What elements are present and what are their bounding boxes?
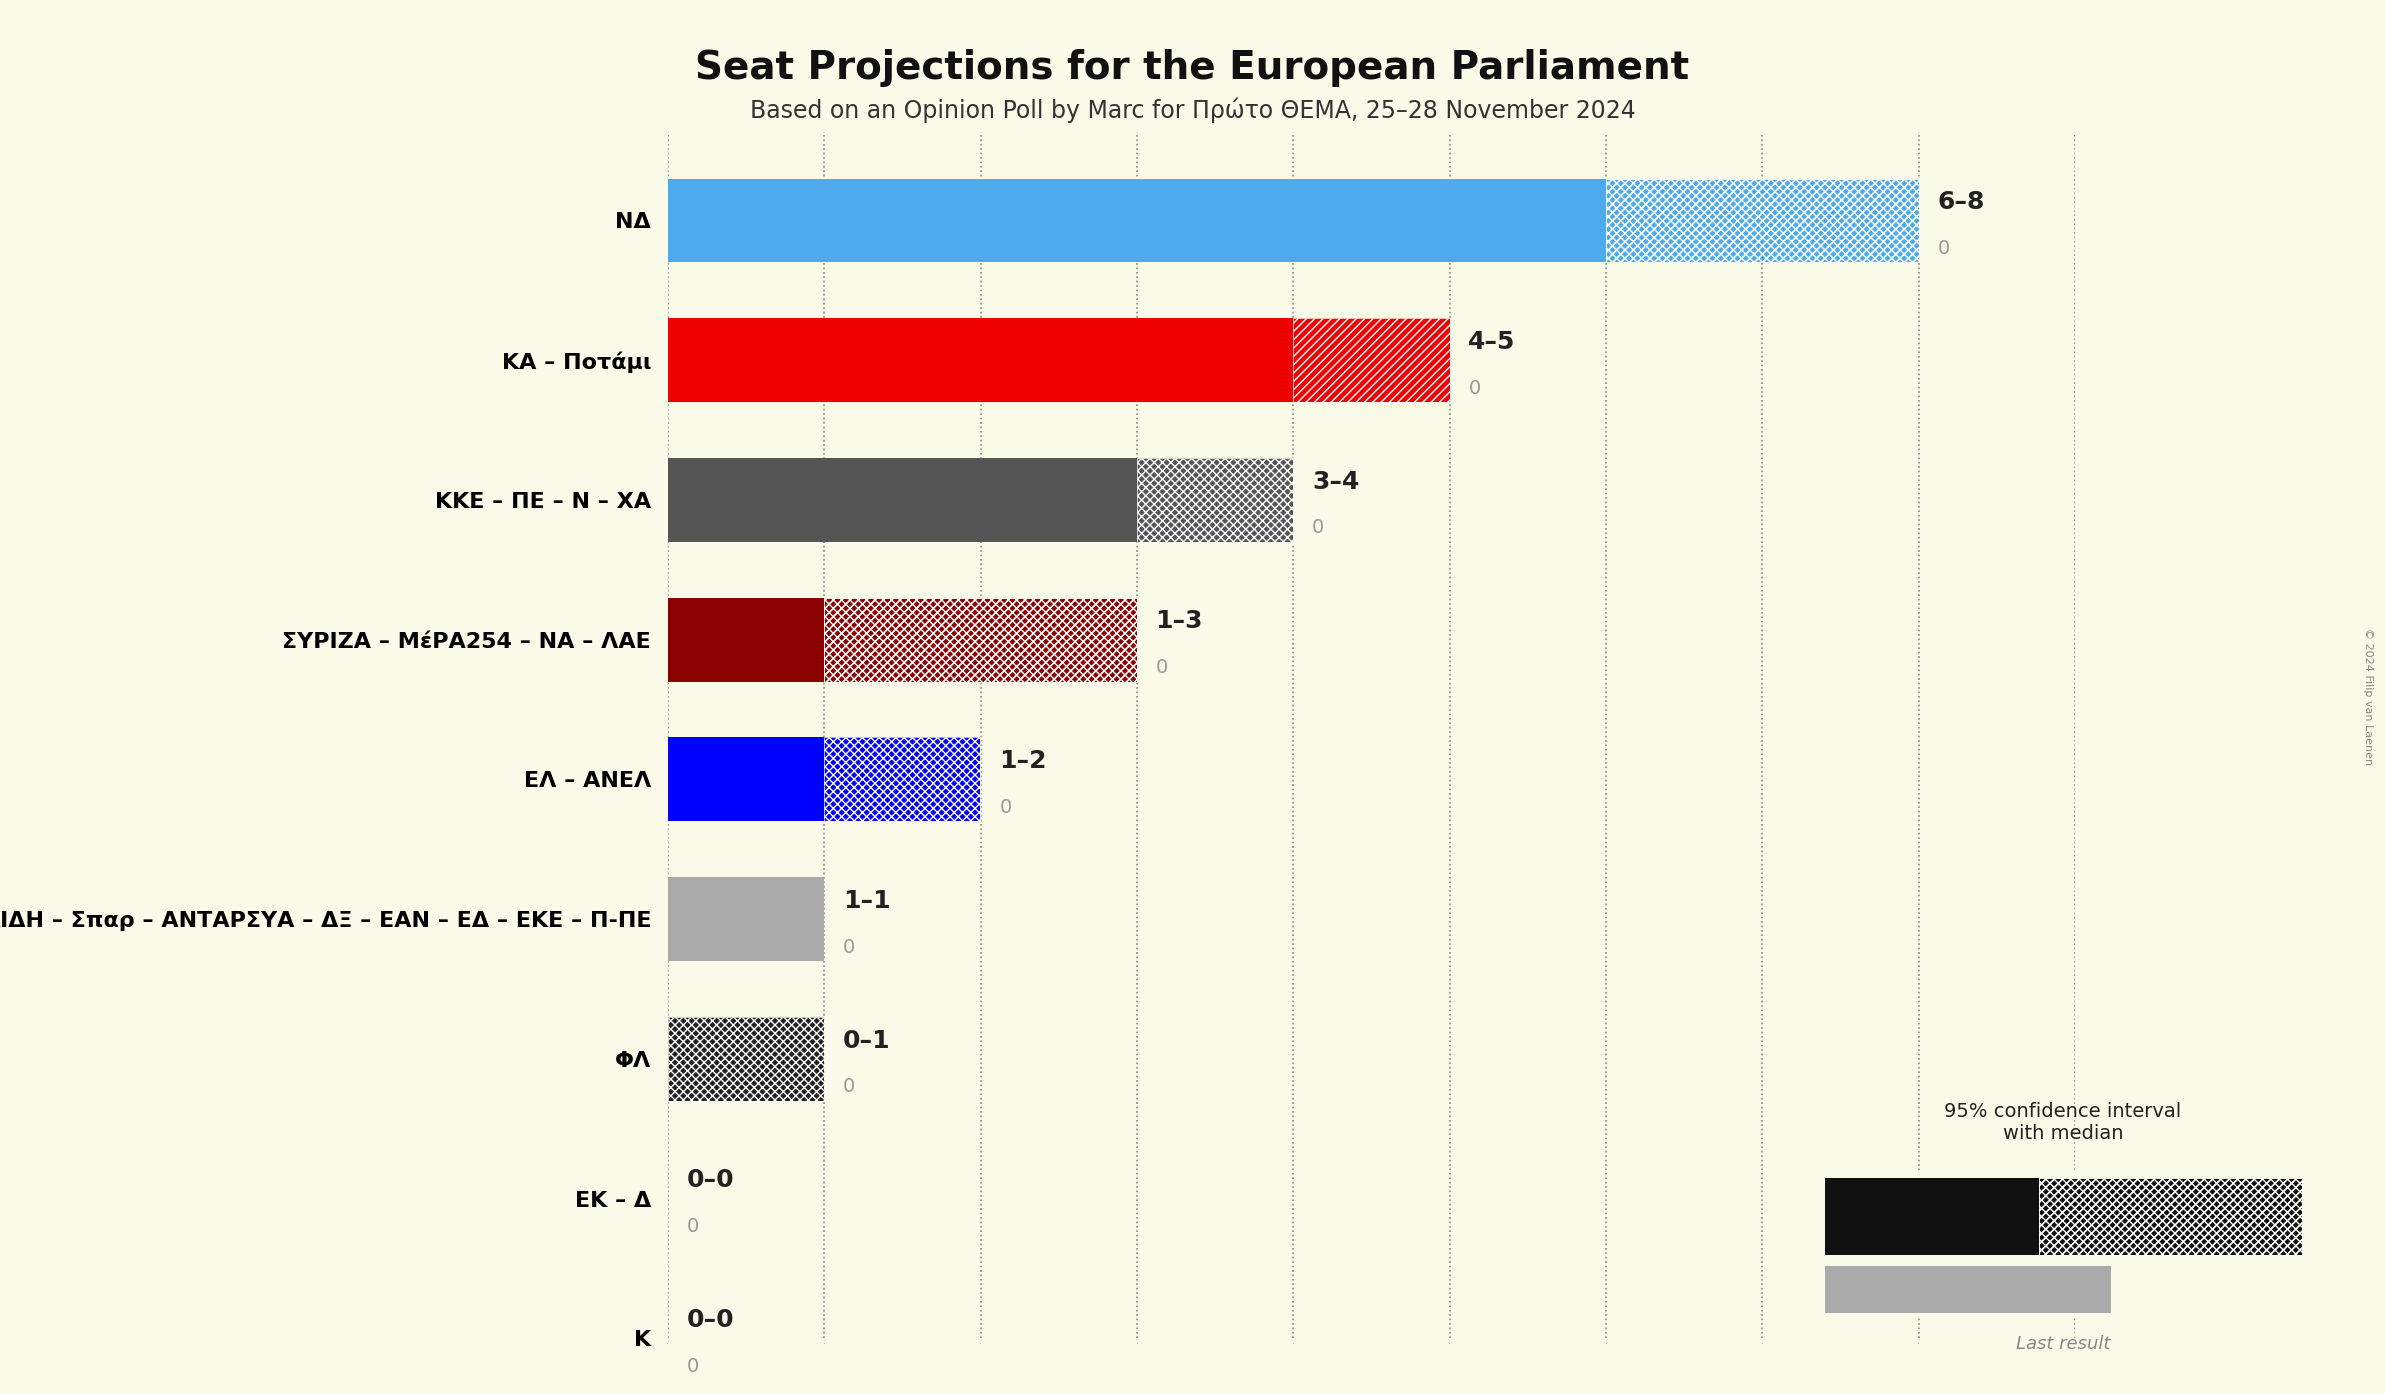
Text: © 2024 Filip van Laenen: © 2024 Filip van Laenen xyxy=(2364,629,2373,765)
Text: 0–0: 0–0 xyxy=(687,1308,735,1333)
Bar xyxy=(1293,318,1450,401)
Bar xyxy=(668,1016,825,1101)
Text: 0: 0 xyxy=(687,1217,699,1236)
Text: 0: 0 xyxy=(1937,238,1949,258)
Text: 0: 0 xyxy=(999,797,1011,817)
Text: 1–3: 1–3 xyxy=(1157,609,1202,633)
Bar xyxy=(825,737,980,821)
Bar xyxy=(1293,318,1450,401)
Bar xyxy=(2039,1178,2302,1255)
Text: 6–8: 6–8 xyxy=(1937,191,1984,215)
Bar xyxy=(2039,1178,2302,1255)
Text: 3–4: 3–4 xyxy=(1312,470,1359,493)
Bar xyxy=(668,178,1605,262)
Bar xyxy=(825,598,1138,682)
Text: 0: 0 xyxy=(687,1356,699,1376)
Text: 1–2: 1–2 xyxy=(999,749,1047,774)
Bar xyxy=(668,318,1293,401)
Bar xyxy=(668,737,825,821)
Text: 0: 0 xyxy=(842,1078,856,1096)
Bar xyxy=(825,598,1138,682)
Text: 0: 0 xyxy=(1469,379,1481,397)
Bar xyxy=(1138,459,1293,542)
Text: Based on an Opinion Poll by Marc for Πρώτο ΘΕΜΑ, 25–28 November 2024: Based on an Opinion Poll by Marc for Πρώ… xyxy=(749,98,1636,123)
Bar xyxy=(668,877,825,960)
Text: 1–1: 1–1 xyxy=(842,889,890,913)
Text: 0: 0 xyxy=(1312,519,1324,537)
Bar xyxy=(1605,178,1918,262)
Text: 0–1: 0–1 xyxy=(842,1029,890,1052)
Text: 0–0: 0–0 xyxy=(687,1168,735,1192)
Text: Last result: Last result xyxy=(2015,1335,2111,1354)
Bar xyxy=(1825,1178,2039,1255)
Text: 4–5: 4–5 xyxy=(1469,330,1517,354)
Text: 0: 0 xyxy=(842,938,856,956)
Bar xyxy=(668,1016,825,1101)
Text: 95% confidence interval
with median: 95% confidence interval with median xyxy=(1944,1101,2182,1143)
Bar xyxy=(1138,459,1293,542)
Bar xyxy=(1825,1266,2111,1313)
Bar xyxy=(1605,178,1918,262)
Text: Seat Projections for the European Parliament: Seat Projections for the European Parlia… xyxy=(696,49,1689,86)
Bar xyxy=(825,598,1138,682)
Bar xyxy=(668,598,825,682)
Bar xyxy=(1605,178,1918,262)
Bar xyxy=(825,737,980,821)
Text: 0: 0 xyxy=(1157,658,1169,677)
Bar xyxy=(668,459,1138,542)
Bar xyxy=(2039,1178,2302,1255)
